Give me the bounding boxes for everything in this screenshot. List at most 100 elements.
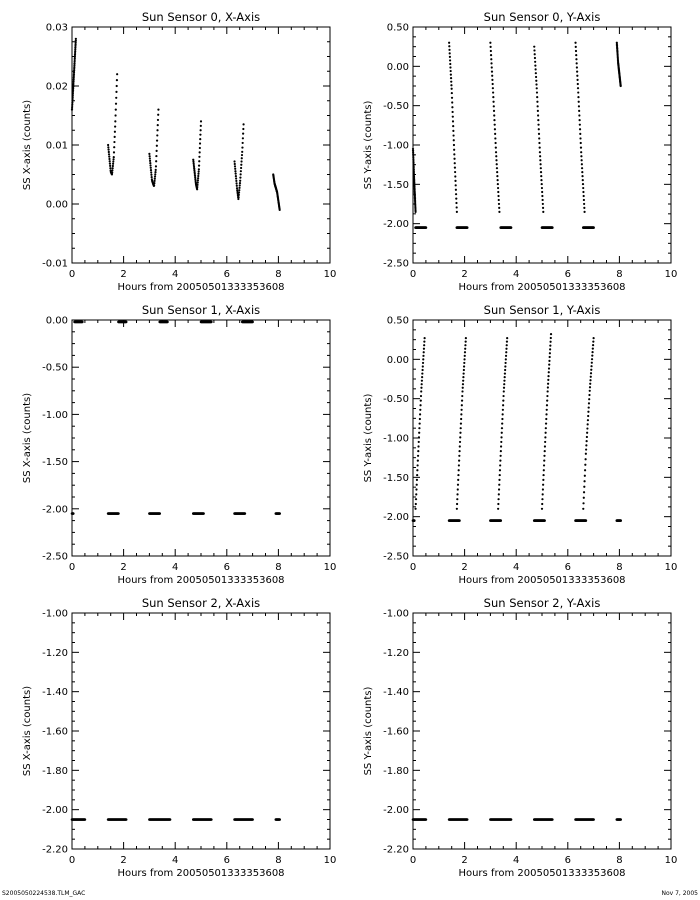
data-point	[460, 404, 463, 407]
data-point	[155, 139, 159, 142]
data-point	[574, 49, 578, 53]
data-point	[412, 158, 415, 161]
data-point	[412, 159, 415, 163]
chart-panel: Sun Sensor 1, X-Axis 0 2 4 6 8 10 -2.50 -2.00 -1.…	[22, 303, 336, 586]
data-point	[533, 56, 537, 60]
chart-title: Sun Sensor 2, Y-Axis	[484, 596, 601, 610]
data-point	[578, 123, 581, 126]
data-point	[111, 164, 114, 168]
data-point	[156, 134, 159, 137]
data-point	[493, 128, 497, 131]
data-point	[81, 320, 84, 324]
data-point	[192, 158, 195, 161]
data-point	[578, 128, 582, 131]
data-point	[148, 155, 151, 158]
data-point	[534, 72, 537, 75]
data-series-segment	[581, 226, 595, 229]
data-series-segment	[448, 41, 458, 213]
data-point	[414, 210, 417, 213]
data-point	[459, 422, 463, 425]
data-point	[455, 201, 458, 205]
chart-title: Sun Sensor 1, Y-Axis	[484, 303, 601, 317]
data-point	[462, 372, 465, 375]
data-point	[72, 81, 75, 85]
data-point	[465, 226, 469, 229]
data-point	[419, 404, 422, 407]
data-point	[588, 393, 591, 397]
data-series-segment	[532, 818, 554, 821]
data-point	[547, 374, 550, 378]
data-point	[501, 422, 504, 425]
data-point	[196, 188, 199, 191]
data-point	[546, 399, 549, 402]
data-point	[412, 168, 415, 171]
data-series-segment	[274, 818, 281, 821]
data-point	[420, 390, 423, 393]
data-point	[538, 141, 541, 145]
data-point	[196, 183, 199, 186]
data-series-segment	[411, 147, 417, 213]
data-point	[416, 469, 419, 472]
y-tick-label: -1.50	[383, 180, 409, 191]
data-point	[582, 491, 586, 494]
data-series-segment	[489, 41, 501, 213]
data-series-segment	[447, 818, 469, 821]
data-point	[461, 390, 464, 393]
data-point	[505, 351, 508, 354]
data-point	[493, 114, 496, 117]
data-point	[449, 62, 452, 66]
data-point	[456, 483, 460, 486]
data-point	[239, 173, 242, 176]
data-point	[577, 100, 580, 103]
data-point	[544, 422, 548, 425]
data-point	[73, 69, 76, 72]
data-point	[494, 151, 498, 154]
data-point	[193, 174, 197, 177]
data-point	[70, 106, 74, 109]
data-point	[586, 427, 589, 430]
y-tick-label: -1.50	[383, 473, 409, 484]
x-tick-label: 8	[275, 855, 281, 866]
data-point	[542, 483, 545, 486]
data-point	[278, 208, 281, 211]
y-tick-label: -2.00	[383, 512, 409, 523]
data-point	[153, 182, 156, 185]
data-point	[111, 167, 114, 170]
data-point	[72, 80, 75, 83]
data-point	[584, 463, 587, 466]
data-point	[278, 512, 281, 515]
data-point	[83, 818, 87, 821]
data-point	[148, 152, 151, 155]
data-point	[547, 367, 551, 370]
data-point	[158, 512, 162, 515]
data-point	[412, 152, 415, 156]
data-point	[590, 365, 593, 368]
data-point	[456, 488, 459, 491]
data-point	[589, 382, 592, 385]
data-point	[541, 498, 544, 501]
data-point	[238, 184, 241, 187]
x-tick-label: 6	[224, 562, 230, 573]
data-point	[412, 171, 416, 175]
data-point	[71, 103, 74, 106]
data-point	[157, 113, 160, 116]
data-series-segment	[70, 818, 87, 821]
data-point	[198, 146, 201, 150]
data-series-segment	[615, 818, 622, 821]
data-point	[584, 452, 587, 455]
data-point	[580, 151, 583, 154]
data-series-segment	[148, 108, 160, 188]
data-point	[454, 179, 457, 182]
data-point	[237, 196, 240, 199]
data-point	[509, 818, 513, 821]
data-point	[149, 162, 152, 165]
data-point	[448, 55, 451, 58]
data-point	[454, 175, 457, 178]
data-point	[454, 184, 457, 187]
x-axis-label: Hours from 20050501333353608	[458, 282, 625, 293]
data-point	[251, 818, 254, 821]
data-point	[124, 320, 128, 324]
data-point	[588, 398, 591, 401]
data-point	[549, 348, 552, 351]
data-series-segment	[191, 818, 213, 821]
